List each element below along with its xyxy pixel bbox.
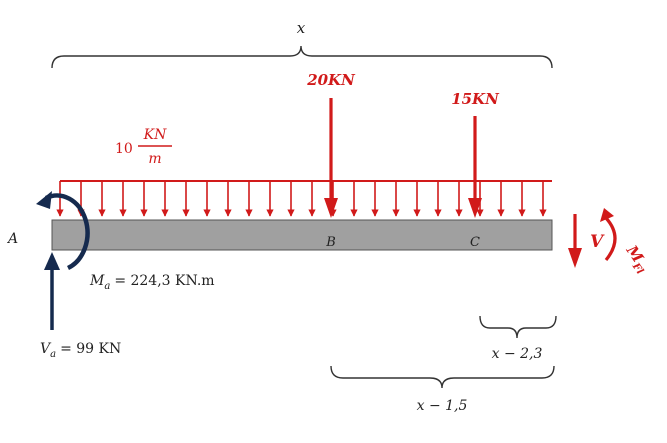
vertical-reaction-arrow: [44, 252, 60, 330]
moment-reaction-arrow: [36, 191, 90, 271]
distributed-load-denominator: m: [148, 151, 161, 167]
internal-moment-arrow: [600, 208, 617, 262]
point-load-b-label: 20KN: [306, 71, 356, 89]
distributed-load-value: 10: [115, 141, 133, 157]
internal-shear-arrow: [568, 214, 582, 268]
point-load-c: [468, 116, 482, 218]
moment-reaction-label: Ma = 224,3 KN.m: [89, 273, 215, 292]
point-c-label: C: [470, 235, 480, 250]
distributed-load: [56, 180, 552, 217]
dim-b-label: x − 1,5: [417, 398, 468, 414]
vertical-reaction-label: Va = 99 KN: [40, 341, 121, 360]
distributed-load-numerator: KN: [143, 127, 167, 143]
dim-brace-c: [479, 315, 557, 339]
internal-moment-label: MFl: [620, 241, 654, 277]
distributed-load-arrows: [56, 181, 547, 217]
beam: [51, 219, 553, 251]
point-a-label: A: [6, 231, 18, 247]
internal-shear-label: V: [590, 232, 605, 252]
dim-c-label: x − 2,3: [492, 346, 543, 362]
point-load-c-label: 15KN: [451, 90, 500, 108]
point-load-b: [324, 98, 338, 218]
span-label: x: [297, 19, 306, 37]
point-b-label: B: [325, 235, 336, 250]
span-brace: [51, 45, 553, 69]
dim-brace-b: [330, 365, 555, 389]
